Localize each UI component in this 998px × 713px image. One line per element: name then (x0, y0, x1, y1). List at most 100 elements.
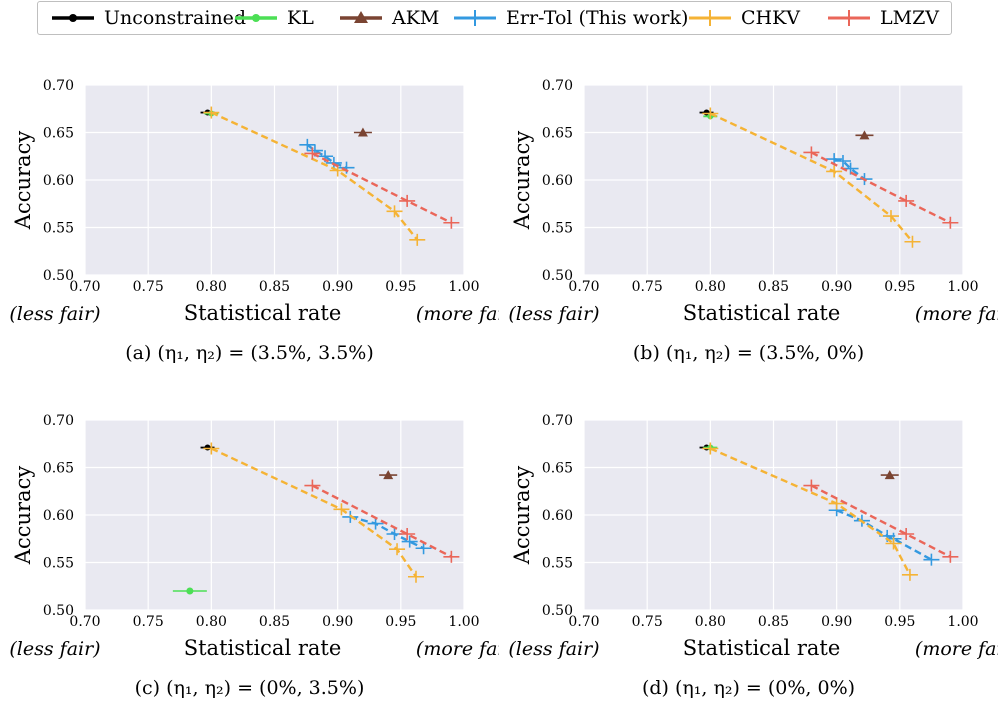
x-axis-label: Statistical rate (184, 636, 342, 660)
legend: Unconstrained KL AKM Err-Tol (This work)… (37, 1, 952, 35)
y-axis-label: Accuracy (510, 131, 534, 231)
series-line (709, 447, 912, 576)
legend-item-akm: AKM (338, 2, 439, 34)
x-tick-label: 0.70 (69, 614, 100, 630)
x-tick-label: 0.70 (69, 279, 100, 295)
x-tick-label: 0.95 (884, 614, 915, 630)
y-tick-label: 0.55 (542, 556, 573, 572)
x-tick-label: 0.80 (196, 614, 227, 630)
legend-item-unconstrained: Unconstrained (50, 2, 246, 34)
series-chkv (702, 107, 921, 248)
data-point (882, 210, 899, 223)
data-point (203, 106, 220, 119)
data-point (443, 550, 460, 563)
data-point (367, 517, 384, 530)
data-point (299, 138, 316, 151)
x-tick-label: 0.85 (758, 279, 789, 295)
data-point (409, 233, 426, 246)
subplot-d: 0.70 0.75 0.80 0.85 0.90 0.95 1.00 0.50 0.55 0.60… (508, 413, 998, 699)
x-tick-label: 0.85 (259, 614, 290, 630)
data-point (942, 216, 959, 229)
data-point (898, 528, 915, 540)
subplot-caption: (a) (η₁, η₂) = (3.5%, 3.5%) (125, 342, 374, 364)
data-point (399, 194, 416, 207)
y-tick-label: 0.65 (43, 461, 74, 477)
data-point (923, 553, 940, 566)
legend-item-chkv: CHKV (687, 2, 800, 34)
series-akm (379, 470, 398, 480)
series-chkv (203, 106, 426, 246)
series-lmzv (803, 146, 959, 229)
legend-swatch-err-tol (454, 10, 496, 26)
series-line (709, 112, 914, 243)
legend-label: Err-Tol (This work) (506, 7, 689, 29)
subplot-caption: (d) (η₁, η₂) = (0%, 0%) (642, 677, 855, 699)
legend-item-kl: KL (233, 2, 314, 34)
data-point (898, 194, 915, 207)
data-point (386, 205, 403, 218)
legend-item-lmzv: LMZV (826, 2, 939, 34)
data-point (901, 568, 918, 581)
subplot-caption: (c) (η₁, η₂) = (0%, 3.5%) (135, 677, 365, 699)
y-tick-label: 0.50 (542, 603, 573, 619)
x-tick-label: 0.90 (821, 279, 852, 295)
legend-label: KL (287, 7, 314, 29)
series-line (210, 111, 419, 241)
legend-swatch-chkv (689, 10, 731, 26)
data-point (803, 479, 820, 492)
series-err-tol-this-work (342, 510, 432, 555)
series-kl (172, 587, 207, 595)
x-tick-label: 0.80 (196, 279, 227, 295)
data-point (415, 542, 432, 555)
x-axis-label: Statistical rate (683, 301, 841, 325)
y-tick-label: 0.65 (542, 126, 573, 142)
data-point (353, 127, 372, 137)
x-tick-label: 0.75 (133, 614, 164, 630)
x-tick-label: 0.95 (884, 279, 915, 295)
data-point (942, 550, 959, 563)
y-axis-label: Accuracy (11, 466, 35, 566)
data-point (803, 146, 820, 159)
data-point (389, 543, 406, 556)
y-tick-label: 0.70 (43, 413, 74, 429)
x-axis-label-right: (more fair) (416, 303, 499, 325)
y-tick-label: 0.55 (43, 221, 74, 237)
series-line (810, 151, 951, 224)
x-tick-label: 0.90 (821, 614, 852, 630)
data-point (826, 165, 843, 178)
x-tick-label: 0.80 (695, 279, 726, 295)
data-point (880, 470, 899, 480)
y-tick-label: 0.65 (43, 126, 74, 142)
subplot-b: 0.70 0.75 0.80 0.85 0.90 0.95 1.00 0.50 0.55 0.60… (508, 78, 998, 364)
x-axis-label-left: (less fair) (508, 303, 599, 325)
data-point (904, 235, 921, 248)
data-point (203, 442, 220, 455)
y-tick-label: 0.65 (542, 461, 573, 477)
legend-label: CHKV (741, 7, 801, 29)
x-tick-label: 0.75 (632, 279, 663, 295)
x-axis-label-left: (less fair) (9, 303, 100, 325)
legend-label: Unconstrained (104, 7, 247, 29)
legend-swatch-akm (340, 11, 382, 23)
series-line (311, 484, 452, 558)
x-tick-label: 0.95 (385, 614, 416, 630)
x-tick-label: 0.90 (322, 614, 353, 630)
series-lmzv (304, 479, 460, 563)
y-tick-label: 0.70 (43, 78, 74, 94)
x-axis-label: Statistical rate (184, 301, 342, 325)
x-axis-label: Statistical rate (683, 636, 841, 660)
data-point (885, 537, 902, 550)
data-point (702, 107, 719, 120)
series-lmzv (803, 479, 959, 563)
series-akm (855, 130, 874, 140)
x-tick-label: 0.70 (568, 614, 599, 630)
legend-swatch-kl (235, 14, 277, 22)
x-tick-label: 1.00 (947, 614, 978, 630)
x-tick-label: 0.85 (758, 614, 789, 630)
y-tick-label: 0.60 (43, 173, 74, 189)
data-point (407, 570, 424, 583)
x-axis-label-right: (more fair) (416, 638, 499, 660)
x-tick-label: 0.70 (568, 279, 599, 295)
y-tick-label: 0.55 (43, 556, 74, 572)
legend-item-err-tol: Err-Tol (This work) (452, 2, 688, 34)
